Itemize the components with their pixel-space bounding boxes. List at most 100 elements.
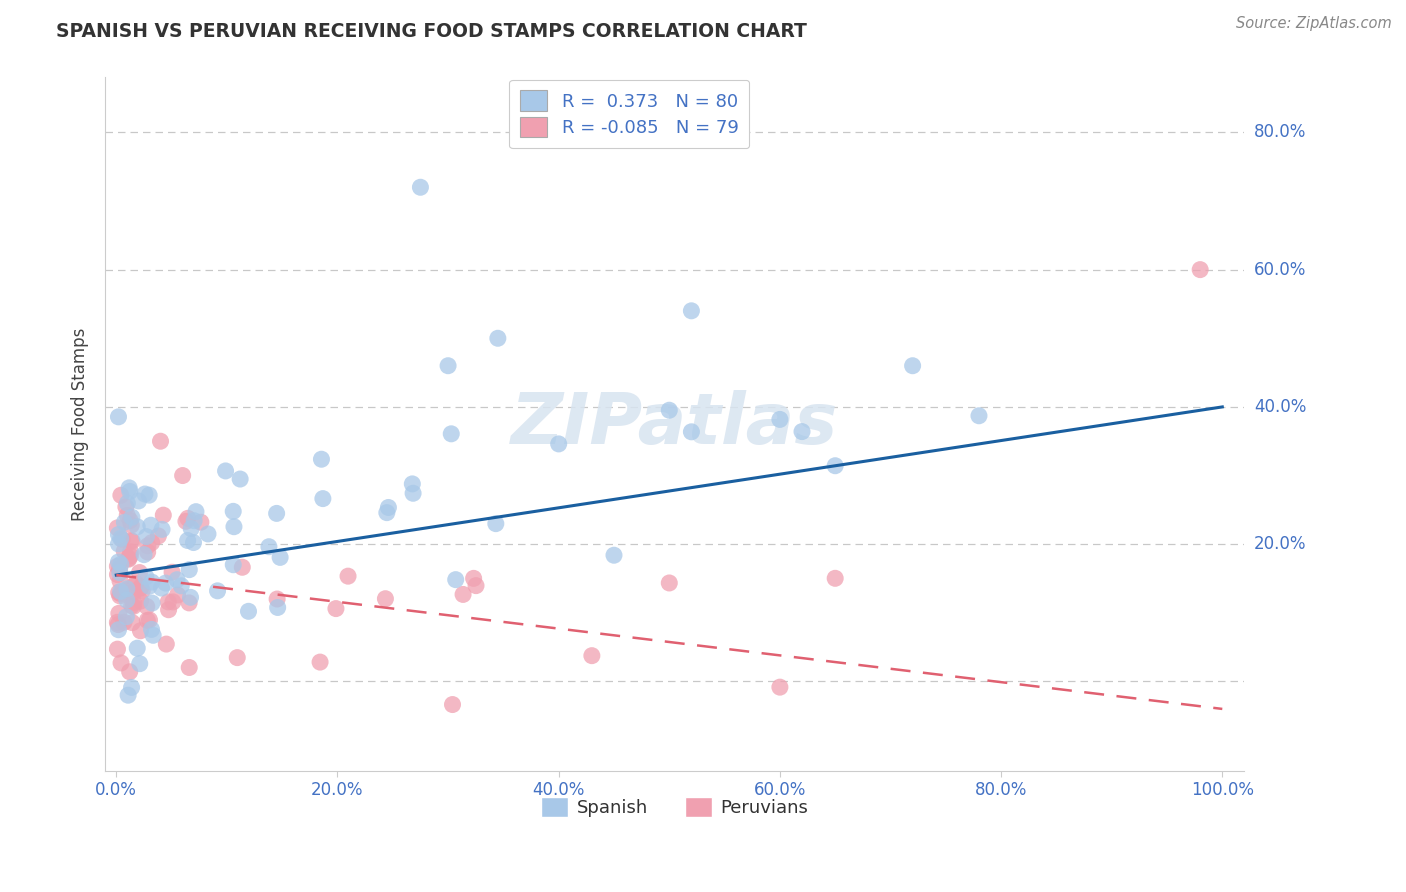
- Point: [402, 486, 425, 500]
- Point: [238, 604, 260, 618]
- Point: [377, 500, 399, 515]
- Text: 40.0%: 40.0%: [1254, 398, 1306, 416]
- Point: [170, 579, 193, 593]
- Point: [465, 579, 488, 593]
- Point: [108, 566, 131, 580]
- Point: [184, 505, 207, 519]
- Point: [122, 579, 145, 593]
- Point: [486, 331, 509, 345]
- Point: [967, 409, 990, 423]
- Point: [112, 516, 135, 530]
- Point: [441, 698, 464, 712]
- Point: [149, 434, 172, 449]
- Point: [790, 425, 813, 439]
- Point: [107, 642, 129, 657]
- Point: [121, 615, 143, 630]
- Point: [312, 491, 335, 506]
- Point: [134, 487, 156, 501]
- Point: [127, 641, 149, 656]
- Point: [769, 412, 792, 426]
- Point: [129, 581, 152, 595]
- Point: [110, 558, 132, 572]
- Point: [160, 566, 183, 580]
- Point: [180, 522, 202, 536]
- Point: [118, 665, 141, 679]
- Point: [444, 573, 467, 587]
- Point: [135, 530, 157, 544]
- Point: [374, 591, 396, 606]
- Point: [138, 488, 160, 502]
- Point: [117, 496, 139, 510]
- Point: [121, 510, 143, 524]
- Point: [129, 624, 152, 638]
- Point: [115, 500, 138, 514]
- Point: [108, 607, 131, 621]
- Point: [125, 576, 148, 591]
- Point: [222, 519, 245, 533]
- Point: [155, 576, 177, 591]
- Point: [136, 614, 159, 628]
- Point: [118, 484, 141, 499]
- Point: [824, 458, 846, 473]
- Point: [658, 403, 681, 417]
- Point: [197, 527, 219, 541]
- Point: [107, 585, 129, 599]
- Point: [121, 534, 143, 549]
- Point: [122, 595, 145, 609]
- Point: [107, 617, 129, 632]
- Point: [172, 468, 194, 483]
- Point: [337, 569, 360, 583]
- Point: [120, 514, 142, 528]
- Point: [129, 594, 152, 608]
- Point: [107, 623, 129, 637]
- Point: [257, 540, 280, 554]
- Point: [266, 592, 288, 607]
- Point: [135, 570, 157, 584]
- Point: [129, 580, 152, 594]
- Point: [121, 681, 143, 695]
- Point: [139, 518, 162, 533]
- Point: [105, 615, 128, 630]
- Point: [681, 425, 703, 439]
- Point: [128, 566, 150, 580]
- Point: [375, 506, 398, 520]
- Point: [222, 558, 245, 572]
- Point: [108, 561, 131, 575]
- Point: [135, 599, 157, 614]
- Point: [157, 603, 180, 617]
- Point: [176, 533, 198, 548]
- Point: [148, 529, 170, 543]
- Point: [117, 551, 139, 566]
- Point: [105, 559, 128, 574]
- Point: [117, 582, 139, 597]
- Point: [152, 508, 174, 523]
- Point: [207, 583, 229, 598]
- Point: [120, 545, 142, 559]
- Point: [141, 623, 163, 637]
- Point: [107, 555, 129, 569]
- Point: [311, 452, 333, 467]
- Point: [179, 660, 201, 674]
- Point: [115, 593, 138, 607]
- Point: [681, 303, 703, 318]
- Point: [266, 507, 288, 521]
- Point: [121, 599, 143, 613]
- Point: [174, 514, 197, 528]
- Point: [108, 574, 131, 588]
- Point: [658, 576, 681, 591]
- Point: [117, 688, 139, 702]
- Text: 20.0%: 20.0%: [1254, 535, 1306, 553]
- Text: 60.0%: 60.0%: [1254, 260, 1306, 278]
- Point: [112, 615, 135, 630]
- Point: [122, 599, 145, 614]
- Point: [112, 544, 135, 558]
- Point: [177, 596, 200, 610]
- Point: [325, 601, 347, 615]
- Point: [177, 511, 200, 525]
- Point: [190, 515, 212, 529]
- Point: [155, 637, 177, 651]
- Point: [451, 587, 474, 601]
- Point: [266, 600, 288, 615]
- Point: [485, 516, 508, 531]
- Point: [117, 508, 139, 523]
